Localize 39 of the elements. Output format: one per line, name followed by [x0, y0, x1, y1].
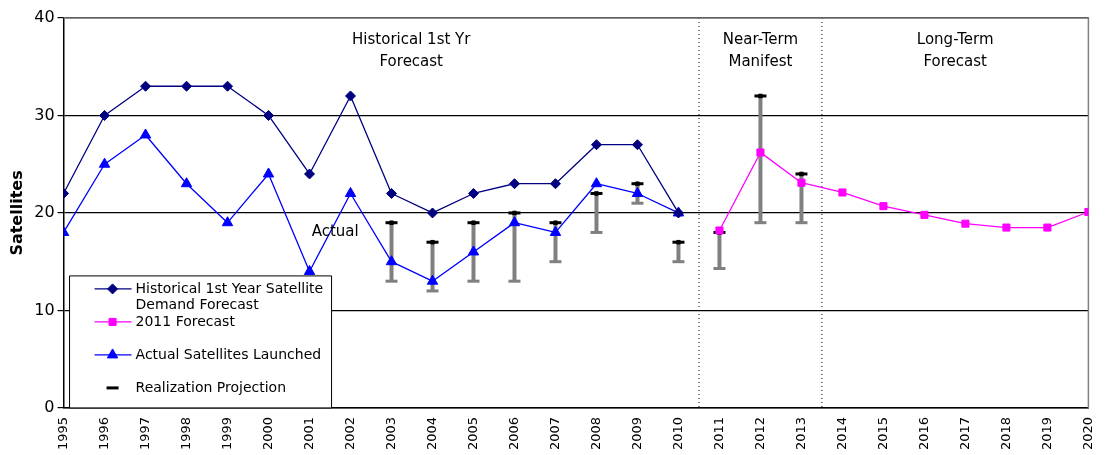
x-tick-label: 2010 — [669, 416, 685, 451]
annotation: Historical 1st Yr Forecast — [352, 29, 472, 70]
x-tick-label: 2017 — [956, 416, 972, 451]
annotation: Long-Term Forecast — [916, 29, 994, 70]
x-tick-label: 2018 — [997, 416, 1013, 451]
y-tick-label: 10 — [34, 299, 55, 319]
x-tick-label: 2000 — [259, 416, 275, 451]
x-tick-label: 2013 — [792, 416, 808, 451]
y-axis-title: Satellites — [6, 170, 26, 256]
x-tick-label: 1995 — [54, 416, 70, 451]
x-tick-label: 2007 — [546, 416, 562, 451]
x-tick-label: 2014 — [833, 416, 849, 451]
x-tick-label: 2002 — [341, 416, 357, 451]
x-tick-label: 1998 — [177, 416, 193, 451]
y-tick-label: 20 — [34, 202, 55, 222]
x-tick-label: 2011 — [710, 416, 726, 451]
x-tick-label: 2020 — [1079, 416, 1095, 451]
x-tick-label: 2006 — [505, 416, 521, 451]
legend-label: 2011 Forecast — [135, 312, 236, 329]
x-tick-label: 2016 — [915, 416, 931, 451]
annotation: Near-Term Manifest — [722, 29, 799, 70]
x-tick-label: 2009 — [628, 416, 644, 451]
legend-label: Actual Satellites Launched — [135, 345, 322, 362]
y-tick-label: 0 — [44, 397, 55, 417]
x-tick-label: 2004 — [423, 416, 439, 451]
legend-label: Historical 1st Year Satellite Demand Forecast — [135, 279, 324, 312]
y-tick-label: 40 — [34, 7, 55, 27]
x-tick-label: 2005 — [464, 416, 480, 451]
x-tick-label: 2012 — [751, 416, 767, 451]
y-tick-label: 30 — [34, 104, 55, 124]
x-tick-label: 2001 — [300, 416, 316, 451]
x-tick-label: 2003 — [382, 416, 398, 451]
x-tick-label: 1996 — [95, 416, 111, 451]
x-tick-label: 2019 — [1038, 416, 1054, 451]
x-tick-label: 1999 — [218, 416, 234, 451]
x-tick-label: 2015 — [874, 416, 890, 451]
legend-label: Realization Projection — [135, 378, 287, 395]
x-tick-label: 1997 — [136, 416, 152, 451]
x-tick-label: 2008 — [587, 416, 603, 451]
